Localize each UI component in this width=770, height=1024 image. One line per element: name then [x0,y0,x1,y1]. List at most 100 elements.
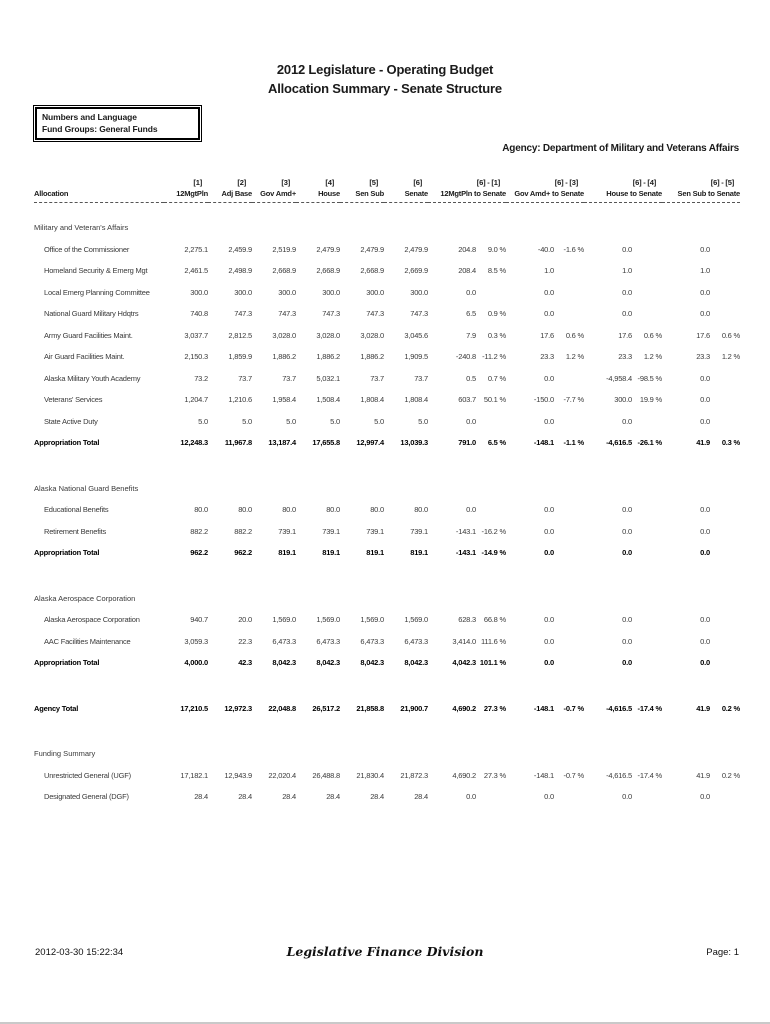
table-row-value-4: 1,886.2 [296,346,340,368]
header-row-numbers: [1][2][3][4][5][6][6] - [1][6] - [3][6] … [34,178,740,189]
appropriation-total-row-diff-1-value: 4,042.3 [428,652,476,674]
funding-summary-row-value-3: 28.4 [252,786,296,808]
table-row-value-1: 940.7 [164,609,208,631]
table-row-value-3: 2,668.9 [252,260,296,282]
table-row-diff-1-pct: 8.5 % [476,260,506,282]
appropriation-total-row-value-3: 8,042.3 [252,652,296,674]
header-col-name-4: House [296,189,340,203]
table-row-diff-4-pct: 1.2 % [710,346,740,368]
table-row-diff-1-pct: 0.3 % [476,325,506,347]
agency-total-row-value-1: 17,210.5 [164,698,208,720]
table-row-diff-3-value: 17.6 [584,325,632,347]
agency-total-row-diff-4-pct: 0.2 % [710,698,740,720]
table-row-diff-1-value: 0.0 [428,499,476,521]
table-row-value-2: 2,459.9 [208,239,252,261]
appropriation-total-row-label: Appropriation Total [34,542,164,564]
table-row-diff-4-value: 0.0 [662,609,710,631]
funding-summary-row-value-3: 22,020.4 [252,765,296,787]
appropriation-total-row-diff-4-value: 0.0 [662,542,710,564]
appropriation-total-row-diff-2-value: 0.0 [506,542,554,564]
header-diff-name-3: House to Senate [584,189,662,203]
table-row-value-5: 747.3 [340,303,384,325]
appropriation-total-row-diff-1-pct: 6.5 % [476,432,506,454]
table-row-value-6: 3,045.6 [384,325,428,347]
appropriation-total-row-value-2: 42.3 [208,652,252,674]
table-row-diff-1-pct: 111.6 % [476,631,506,653]
funding-summary-row-diff-4-value: 0.0 [662,786,710,808]
table-row-diff-2-value: 0.0 [506,282,554,304]
funding-summary-row-diff-1-value: 0.0 [428,786,476,808]
filter-numbers-language: Numbers and Language [42,111,190,123]
table-row-value-1: 3,037.7 [164,325,208,347]
table-row-diff-1-pct: 0.9 % [476,303,506,325]
page-footer: 2012-03-30 15:22:34 Legislative Finance … [0,944,770,964]
table-row-diff-3-value: 0.0 [584,239,632,261]
table-row-value-3: 6,473.3 [252,631,296,653]
funding-summary-row-label: Designated General (DGF) [34,786,164,808]
table-row-label: State Active Duty [34,411,164,433]
table-row-value-2: 2,812.5 [208,325,252,347]
agency-total-row-diff-2-pct: -0.7 % [554,698,584,720]
table-row-value-5: 80.0 [340,499,384,521]
table-row-diff-4-value: 0.0 [662,499,710,521]
appropriation-total-row-diff-3-value: 0.0 [584,652,632,674]
table-row-value-2: 882.2 [208,521,252,543]
agency-total-row-value-2: 12,972.3 [208,698,252,720]
appropriation-total-row-diff-2-value: 0.0 [506,652,554,674]
table-row-diff-3-value: 23.3 [584,346,632,368]
table-row-label: Veterans' Services [34,389,164,411]
table-row-value-6: 1,909.5 [384,346,428,368]
header-col-num-5: [5] [340,178,384,188]
table-row-value-2: 80.0 [208,499,252,521]
table-row-value-1: 80.0 [164,499,208,521]
table-row-diff-4-pct: 0.6 % [710,325,740,347]
table-row-value-6: 80.0 [384,499,428,521]
table-row-label: Alaska Military Youth Academy [34,368,164,390]
table-row: Retirement Benefits882.2882.2739.1739.17… [34,521,740,543]
appropriation-total-row-diff-4-pct: 0.3 % [710,432,740,454]
funding-summary-row-diff-3-value: 0.0 [584,786,632,808]
appropriation-total-row-value-6: 8,042.3 [384,652,428,674]
table-row-value-2: 73.7 [208,368,252,390]
table-row-diff-3-value: 0.0 [584,521,632,543]
table-row-value-3: 747.3 [252,303,296,325]
table-row-diff-3-value: 0.0 [584,631,632,653]
table-row-value-4: 739.1 [296,521,340,543]
appropriation-total-row-value-6: 819.1 [384,542,428,564]
report-title: 2012 Legislature - Operating Budget [0,60,770,79]
table-row-diff-3-pct: -98.5 % [632,368,662,390]
table-row-diff-2-value: -150.0 [506,389,554,411]
appropriation-total-row-value-5: 819.1 [340,542,384,564]
appropriation-total-row-value-1: 4,000.0 [164,652,208,674]
table-row-diff-1-value: 0.0 [428,282,476,304]
table-row-value-5: 3,028.0 [340,325,384,347]
table-body: Military and Veteran's AffairsOffice of … [34,203,740,808]
table-row-value-5: 300.0 [340,282,384,304]
table-row-diff-3-value: 0.0 [584,282,632,304]
table-row-value-4: 1,569.0 [296,609,340,631]
table-row-value-3: 80.0 [252,499,296,521]
agency-total-row-diff-3-pct: -17.4 % [632,698,662,720]
table-row-diff-2-pct: -7.7 % [554,389,584,411]
filter-fund-groups: Fund Groups: General Funds [42,123,190,135]
table-row: Local Emerg Planning Committee300.0300.0… [34,282,740,304]
funding-summary-row-diff-3-pct: -17.4 % [632,765,662,787]
funding-summary-row-diff-4-value: 41.9 [662,765,710,787]
table-header: [1][2][3][4][5][6][6] - [1][6] - [3][6] … [34,178,740,203]
table-row-diff-2-value: 0.0 [506,411,554,433]
table-row-value-4: 2,479.9 [296,239,340,261]
table-row-label: AAC Facilities Maintenance [34,631,164,653]
section-name: Alaska National Guard Benefits [34,454,740,500]
table-row: State Active Duty5.05.05.05.05.05.00.00.… [34,411,740,433]
table-row-value-2: 1,859.9 [208,346,252,368]
funding-summary-row-diff-1-value: 4,690.2 [428,765,476,787]
table-row-value-2: 747.3 [208,303,252,325]
table-row-value-1: 73.2 [164,368,208,390]
header-col-name-5: Sen Sub [340,189,384,203]
header-diff-num-1: [6] - [1] [428,178,506,188]
appropriation-total-row-value-1: 12,248.3 [164,432,208,454]
title-block: 2012 Legislature - Operating Budget Allo… [0,60,770,98]
table-row-value-2: 22.3 [208,631,252,653]
table-row-label: Army Guard Facilities Maint. [34,325,164,347]
table-row-value-6: 2,479.9 [384,239,428,261]
